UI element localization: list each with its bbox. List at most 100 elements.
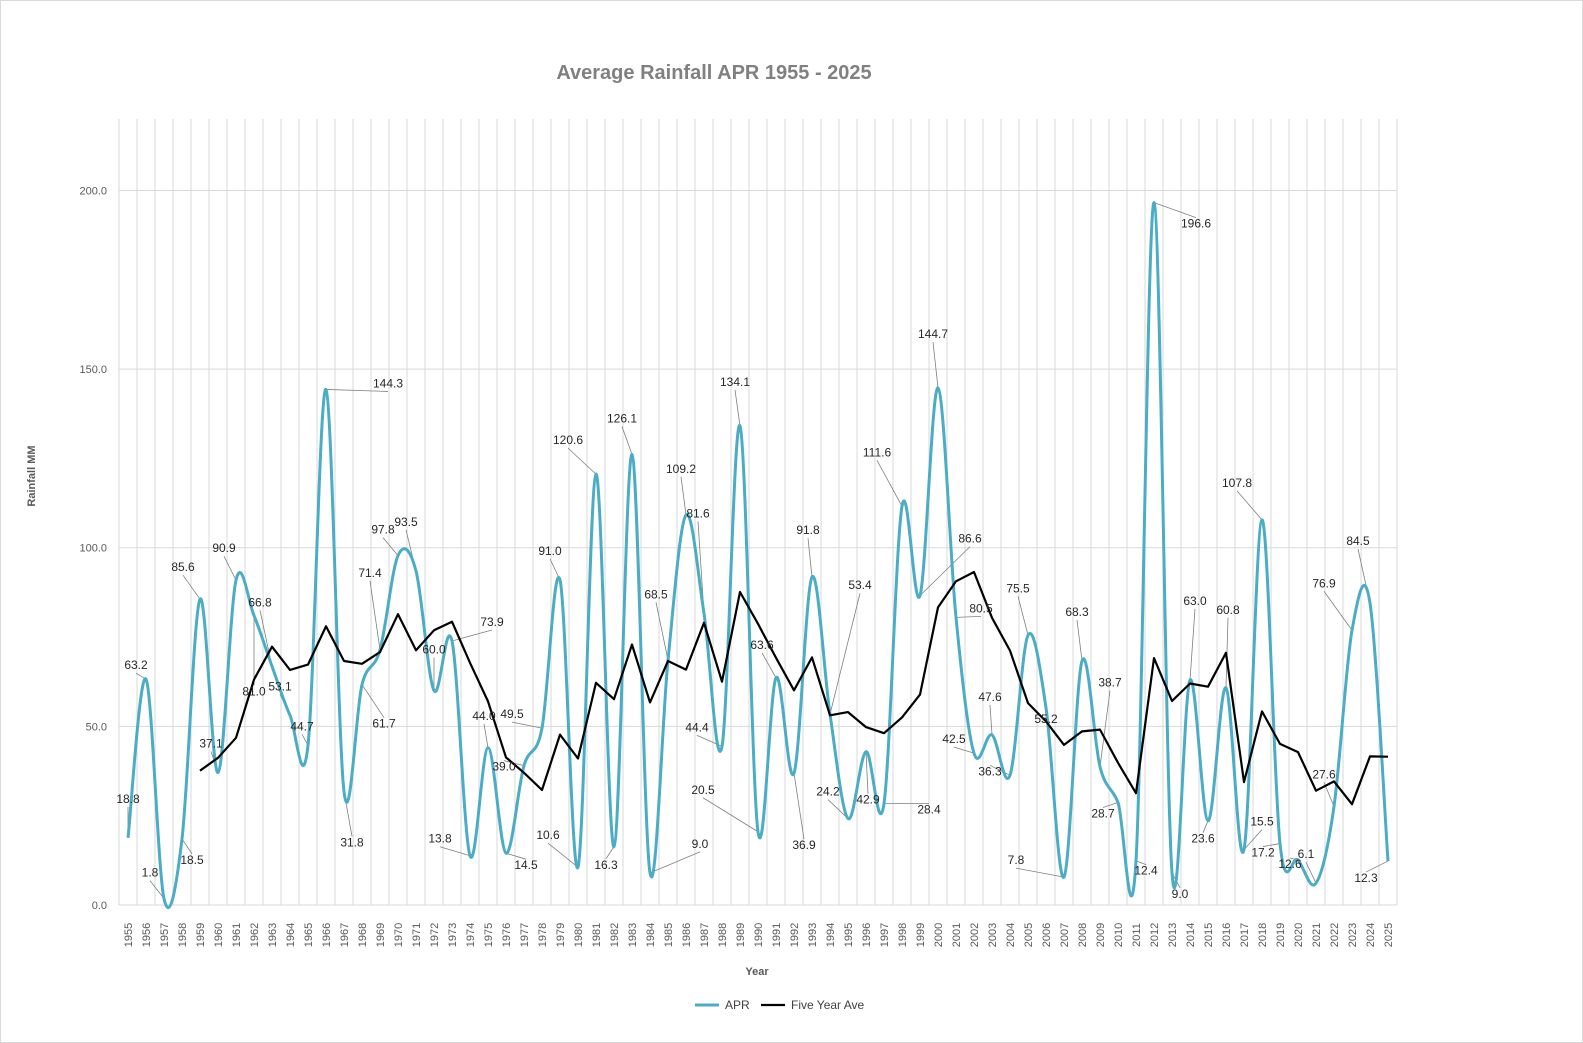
apr-data-label: 28.7 [1091, 806, 1115, 820]
apr-data-label: 14.5 [514, 858, 538, 872]
chart-title: Average Rainfall APR 1955 - 2025 [556, 62, 871, 84]
apr-data-label: 7.8 [1008, 853, 1025, 867]
apr-data-label: 76.9 [1312, 576, 1336, 590]
label-leader-line [605, 846, 615, 859]
x-tick-label: 2022 [1329, 923, 1341, 947]
label-leader-line [829, 593, 861, 715]
x-tick-label: 1968 [357, 923, 369, 947]
apr-data-label: 81.6 [686, 506, 710, 520]
apr-data-label: 44.7 [290, 719, 314, 733]
apr-data-label: 86.6 [958, 532, 982, 546]
apr-data-label: 36.9 [792, 838, 816, 852]
label-leader-line [649, 851, 701, 874]
x-tick-label: 1989 [735, 923, 747, 947]
x-tick-label: 1986 [681, 923, 693, 947]
apr-data-label: 73.9 [480, 615, 504, 629]
label-leader-line [1099, 690, 1111, 767]
x-tick-label: 2013 [1167, 923, 1179, 947]
label-leader-line [955, 615, 982, 618]
apr-data-label: 107.8 [1222, 476, 1252, 490]
apr-data-label: 15.5 [1250, 815, 1274, 829]
apr-data-label: 61.7 [372, 717, 396, 731]
x-tick-label: 1983 [627, 923, 639, 947]
x-tick-label: 1958 [177, 923, 189, 947]
apr-data-label: 144.7 [918, 327, 948, 341]
x-tick-label: 1971 [411, 923, 423, 947]
label-leader-line [149, 880, 165, 899]
x-tick-label: 1965 [303, 923, 315, 947]
apr-data-label: 196.6 [1181, 217, 1211, 231]
label-leader-line [1102, 802, 1119, 808]
x-tick-label: 2008 [1077, 923, 1089, 947]
apr-data-label: 12.3 [1354, 871, 1378, 885]
apr-data-label: 37.1 [199, 736, 223, 750]
x-tick-label: 2018 [1257, 923, 1269, 947]
x-tick-label: 1992 [789, 923, 801, 947]
apr-data-label: 91.8 [796, 523, 820, 537]
apr-data-label: 63.2 [124, 658, 148, 672]
apr-data-label: 120.6 [553, 433, 583, 447]
label-leader-line [1262, 843, 1281, 847]
apr-data-label: 126.1 [607, 411, 637, 425]
x-tick-label: 1976 [501, 923, 513, 947]
apr-data-label: 55.2 [1034, 712, 1058, 726]
apr-data-label: 16.3 [594, 858, 618, 872]
legend-five-year-ave-label: Five Year Ave [791, 998, 864, 1012]
x-tick-label: 1967 [339, 923, 351, 947]
x-tick-label: 1964 [285, 923, 297, 947]
x-tick-label: 1966 [321, 923, 333, 947]
x-tick-label: 1963 [267, 923, 279, 947]
apr-data-label: 44.0 [472, 709, 496, 723]
x-tick-label: 1973 [447, 923, 459, 947]
x-tick-label: 1974 [465, 923, 477, 947]
label-leader-line [325, 389, 389, 392]
apr-data-label: 63.6 [750, 638, 774, 652]
five-year-ave-series-line [199, 570, 1389, 806]
label-leader-line [1323, 591, 1353, 631]
label-leader-line [567, 447, 597, 475]
x-tick-label: 1993 [807, 923, 819, 947]
apr-data-label: 39.0 [492, 760, 516, 774]
apr-data-label: 23.6 [1191, 832, 1215, 846]
apr-data-label: 42.9 [856, 793, 880, 807]
apr-data-label: 10.6 [536, 828, 560, 842]
x-tick-label: 2001 [951, 923, 963, 947]
x-tick-label: 1959 [195, 923, 207, 947]
apr-data-label: 13.8 [428, 832, 452, 846]
label-leader-line [919, 546, 971, 596]
x-tick-label: 1981 [591, 923, 603, 947]
gridlines [118, 119, 1398, 906]
x-tick-label: 1997 [879, 923, 891, 947]
x-tick-label: 2005 [1023, 923, 1035, 947]
label-leader-line [953, 746, 975, 754]
x-tick-label: 2009 [1095, 923, 1107, 947]
apr-data-label: 28.4 [917, 803, 941, 817]
apr-data-label: 6.1 [1298, 847, 1315, 861]
label-leader-line [1202, 820, 1209, 833]
label-leader-line [1236, 490, 1263, 521]
y-tick-label: 100.0 [79, 543, 107, 555]
apr-data-label: 80.5 [969, 601, 993, 615]
apr-data-label: 75.5 [1006, 581, 1030, 595]
x-tick-label: 1979 [555, 923, 567, 947]
apr-data-label: 17.2 [1251, 846, 1275, 860]
x-tick-label: 1975 [483, 923, 495, 947]
apr-data-label: 97.8 [371, 523, 395, 537]
x-tick-label: 1970 [393, 923, 405, 947]
apr-data-label: 60.0 [422, 643, 446, 657]
label-leader-line [702, 797, 759, 833]
x-tick-label: 2003 [987, 923, 999, 947]
apr-data-label: 91.0 [538, 544, 562, 558]
apr-data-label: 49.5 [500, 707, 524, 721]
x-tick-label: 2020 [1293, 923, 1305, 947]
x-tick-label: 1957 [159, 923, 171, 947]
label-leader-line [1135, 860, 1147, 866]
label-leader-line [505, 852, 527, 860]
x-tick-label: 2000 [933, 923, 945, 947]
label-leader-line [439, 846, 471, 857]
x-tick-label: 2007 [1059, 923, 1071, 947]
x-tick-label: 1988 [717, 923, 729, 947]
apr-data-label: 36.3 [978, 764, 1002, 778]
x-tick-label: 1995 [843, 923, 855, 947]
